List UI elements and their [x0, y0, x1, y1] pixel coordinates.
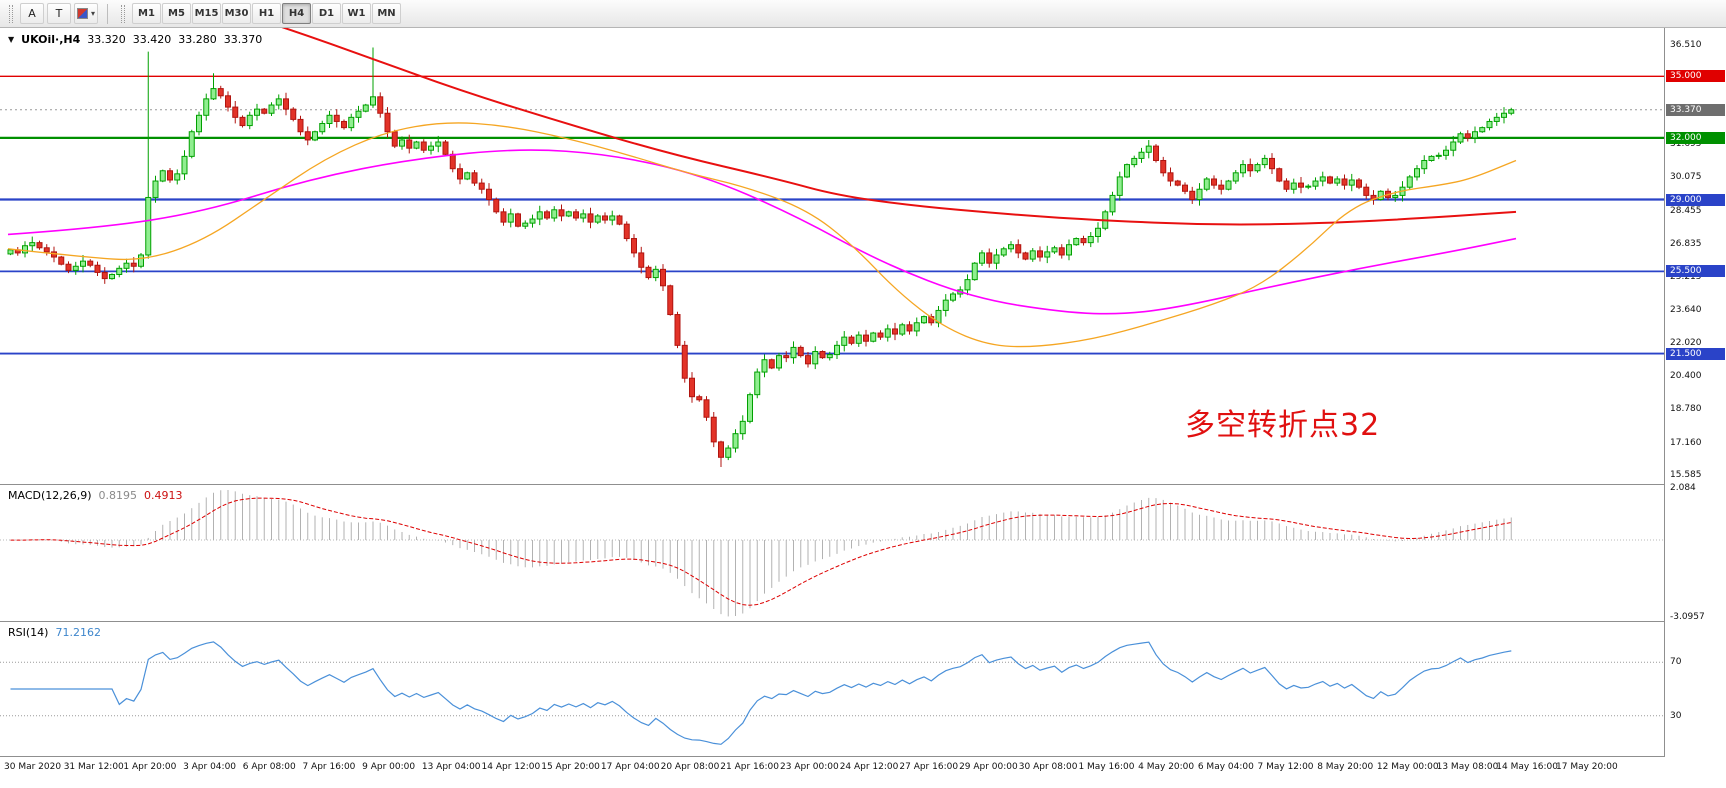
- macd-axis-min: -3.0957: [1670, 612, 1705, 623]
- panel-divider[interactable]: [0, 756, 1726, 757]
- timeframe-w1[interactable]: W1: [342, 3, 371, 24]
- time-label: 17 May 20:00: [1556, 762, 1618, 772]
- timeframe-m15[interactable]: M15: [192, 3, 221, 24]
- panel-divider[interactable]: [0, 484, 1726, 485]
- timeframe-mn[interactable]: MN: [372, 3, 401, 24]
- time-label: 15 Apr 20:00: [541, 762, 600, 772]
- timeframe-m1[interactable]: M1: [132, 3, 161, 24]
- time-label: 24 Apr 12:00: [839, 762, 899, 772]
- time-label: 17 Apr 04:00: [600, 762, 660, 772]
- timeframe-m30[interactable]: M30: [222, 3, 251, 24]
- timeframe-m5[interactable]: M5: [162, 3, 191, 24]
- rsi-level-tick: 70: [1670, 657, 1682, 668]
- price-tick: 28.455: [1670, 205, 1702, 216]
- time-label: 27 Apr 16:00: [899, 762, 959, 772]
- time-label: 13 Apr 04:00: [421, 762, 481, 772]
- time-label: 7 May 12:00: [1257, 762, 1314, 772]
- symbol-timeframe-label: UKOil·,H4: [21, 33, 81, 46]
- price-level-badge: 35.000: [1666, 70, 1725, 83]
- time-label: 1 Apr 20:00: [123, 762, 177, 772]
- dropdown-caret-icon: ▾: [90, 9, 95, 18]
- price-tick: 17.160: [1670, 437, 1702, 448]
- toolbar-separator: [107, 3, 108, 24]
- high-value: 33.420: [132, 33, 172, 46]
- time-label: 29 Apr 00:00: [959, 762, 1018, 772]
- price-tick: 31.695: [1670, 139, 1702, 150]
- time-label: 30 Mar 2020: [4, 762, 62, 772]
- ma-fast-orange: [7, 122, 1517, 348]
- time-label: 6 Apr 08:00: [242, 762, 296, 772]
- color-picker-button[interactable]: ▾: [74, 3, 98, 24]
- current-price-badge: 33.370: [1666, 103, 1725, 116]
- timeframe-d1[interactable]: D1: [312, 3, 341, 24]
- timeframe-h4[interactable]: H4: [282, 3, 311, 24]
- time-label: 4 May 20:00: [1138, 762, 1195, 772]
- price-level-badge: 32.000: [1666, 131, 1725, 144]
- time-label: 30 Apr 08:00: [1018, 762, 1078, 772]
- rsi-panel[interactable]: RSI(14) 71.2162: [0, 622, 1664, 756]
- price-tick: 20.400: [1670, 371, 1702, 382]
- price-tick: 23.640: [1670, 304, 1702, 315]
- toolbar-grip[interactable]: [9, 4, 13, 23]
- time-label: 20 Apr 08:00: [660, 762, 720, 772]
- low-value: 33.280: [178, 33, 217, 46]
- macd-axis-max: 2.084: [1670, 483, 1696, 494]
- time-axis[interactable]: 30 Mar 2020 31 Mar 12:00 1 Apr 20:00 3 Apr …: [0, 757, 1726, 788]
- rsi-name: RSI(14): [8, 626, 49, 639]
- macd-name: MACD(12,26,9): [8, 489, 92, 502]
- open-value: 33.320: [87, 33, 126, 46]
- macd-signal-value: 0.4913: [144, 489, 183, 502]
- time-label: 9 Apr 00:00: [362, 762, 416, 772]
- price-tick: 18.780: [1670, 404, 1702, 415]
- rsi-value: 71.2162: [55, 626, 101, 639]
- time-label: 21 Apr 16:00: [720, 762, 779, 772]
- chart-text-annotation[interactable]: 多空转折点32: [1185, 408, 1381, 443]
- time-label: 23 Apr 00:00: [780, 762, 839, 772]
- text-tool-button[interactable]: T: [47, 3, 71, 24]
- price-tick: 26.835: [1670, 238, 1702, 249]
- time-label: 31 Mar 12:00: [63, 762, 124, 772]
- macd-panel[interactable]: MACD(12,26,9) 0.8195 0.4913: [0, 485, 1664, 621]
- main-toolbar: A T ▾ M1 M5 M15 M30 H1 H4 D1 W1 MN: [0, 0, 1726, 28]
- chart-window: ▼ UKOil·,H4 33.320 33.420 33.280 33.370 …: [0, 28, 1726, 788]
- collapse-triangle-icon[interactable]: ▼: [8, 35, 15, 44]
- macd-indicator-label: MACD(12,26,9) 0.8195 0.4913: [8, 489, 183, 502]
- symbol-info-bar: ▼ UKOil·,H4 33.320 33.420 33.280 33.370: [8, 33, 262, 46]
- price-tick: 22.020: [1670, 337, 1702, 348]
- time-label: 14 May 16:00: [1496, 762, 1559, 772]
- price-level-badge: 29.000: [1666, 193, 1725, 206]
- time-label: 1 May 16:00: [1078, 762, 1135, 772]
- macd-main-value: 0.8195: [98, 489, 138, 502]
- price-tick: 30.075: [1670, 172, 1702, 183]
- price-tick: 36.510: [1670, 40, 1702, 51]
- color-swatch-icon: [76, 8, 88, 19]
- rsi-level-tick: 30: [1670, 710, 1682, 721]
- time-label: 14 Apr 12:00: [481, 762, 541, 772]
- timeframe-toolbar: M1 M5 M15 M30 H1 H4 D1 W1 MN: [132, 3, 402, 24]
- price-level-badge: 25.500: [1666, 265, 1725, 278]
- time-label: 7 Apr 16:00: [302, 762, 356, 772]
- close-value: 33.370: [223, 33, 263, 46]
- timeframe-h1[interactable]: H1: [252, 3, 281, 24]
- time-label: 13 May 08:00: [1436, 762, 1499, 772]
- time-label: 12 May 00:00: [1376, 762, 1439, 772]
- ma-mid-magenta: [7, 149, 1517, 315]
- time-label: 8 May 20:00: [1317, 762, 1374, 772]
- price-axis[interactable]: 36.51031.69530.07528.45526.83525.21523.6…: [1664, 28, 1726, 757]
- toolbar-grip[interactable]: [121, 4, 125, 23]
- rsi-indicator-label: RSI(14) 71.2162: [8, 626, 101, 639]
- time-label: 6 May 04:00: [1197, 762, 1254, 772]
- panel-divider[interactable]: [0, 621, 1726, 622]
- time-label: 3 Apr 04:00: [183, 762, 237, 772]
- price-level-badge: 21.500: [1666, 347, 1725, 360]
- price-tick: 15.585: [1670, 470, 1702, 481]
- font-tool-button[interactable]: A: [20, 3, 44, 24]
- ma-slow-red: [281, 28, 1517, 226]
- price-chart-panel[interactable]: ▼ UKOil·,H4 33.320 33.420 33.280 33.370 …: [0, 28, 1664, 484]
